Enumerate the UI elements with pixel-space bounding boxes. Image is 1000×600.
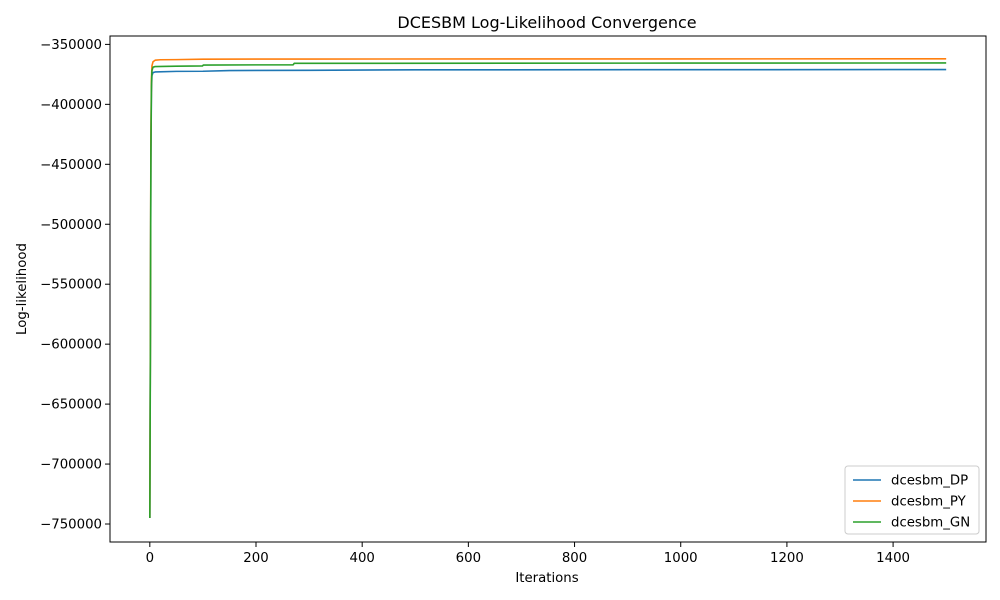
legend-label: dcesbm_GN (891, 516, 970, 531)
y-axis-label: Log-likelihood (15, 243, 30, 335)
plot-lines (149, 57, 947, 519)
series-line-dcesbm-gn (149, 62, 947, 519)
chart-title: DCESBM Log-Likelihood Convergence (397, 13, 696, 32)
y-tick-label: −650000 (40, 398, 102, 413)
y-tick-label: −450000 (40, 158, 102, 173)
legend-box (844, 465, 980, 535)
x-tick-label: 1000 (664, 551, 698, 566)
x-tick-label: 600 (456, 551, 481, 566)
plot-frame (109, 35, 987, 543)
legend-label: dcesbm_PY (891, 495, 967, 510)
series-line-dcesbm-py (149, 57, 947, 519)
y-tick-label: −750000 (40, 518, 102, 533)
series-line-dcesbm-dp (149, 68, 947, 519)
y-tick-label: −700000 (40, 458, 102, 473)
x-axis-ticks: 0 200 400 600 800 1000 1200 1400 (146, 542, 910, 566)
legend-label: dcesbm_DP (891, 474, 968, 489)
legend: dcesbm_DP dcesbm_PY dcesbm_GN (844, 465, 980, 535)
x-tick-label: 1400 (876, 551, 910, 566)
x-tick-label: 800 (562, 551, 587, 566)
y-tick-label: −550000 (40, 278, 102, 293)
x-tick-label: 0 (146, 551, 154, 566)
y-tick-label: −350000 (40, 38, 102, 53)
x-tick-label: 400 (349, 551, 374, 566)
y-tick-label: −600000 (40, 338, 102, 353)
x-axis-label: Iterations (515, 571, 578, 586)
y-axis-ticks: −750000 −700000 −650000 −600000 −550000 −5000… (40, 38, 110, 533)
x-tick-label: 200 (243, 551, 268, 566)
x-tick-label: 1200 (770, 551, 804, 566)
y-tick-label: −500000 (40, 218, 102, 233)
y-tick-label: −400000 (40, 98, 102, 113)
